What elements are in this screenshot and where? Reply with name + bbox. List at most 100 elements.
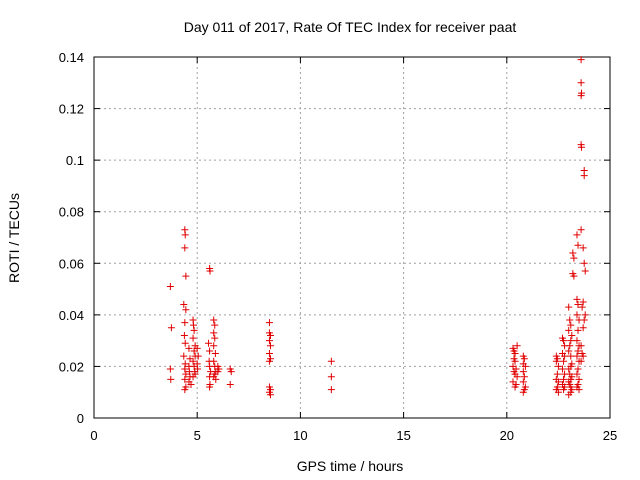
data-point [579,324,587,332]
x-axis-label: GPS time / hours [297,458,404,474]
x-tick-labels: 0 5 10 15 20 25 [90,428,617,443]
data-point [513,373,521,381]
data-point [190,326,198,334]
data-point [187,380,195,388]
data-point [266,342,274,350]
y-axis-label: ROTI / TECUs [6,193,22,283]
data-point [573,295,581,303]
data-point [206,267,214,275]
data-point [553,370,561,378]
data-point [552,357,560,365]
data-point [574,326,582,334]
data-point [189,321,197,329]
axis-ticks [93,56,611,419]
data-point [265,319,273,327]
data-point [211,321,219,329]
data-point [519,368,527,376]
data-point [575,386,583,394]
data-point [574,301,582,309]
data-point [567,321,575,329]
data-point [560,386,568,394]
y-tick-label: 0.14 [59,50,84,65]
data-point [181,365,189,373]
data-point [166,365,174,373]
y-tick-label: 0.08 [59,205,84,220]
data-point [577,56,585,64]
data-point [578,303,586,311]
data-point [205,339,213,347]
data-point [568,331,576,339]
data-point [181,375,189,383]
data-point [577,92,585,100]
plot-frame [93,56,611,419]
x-tick-label: 20 [500,428,514,443]
data-point [206,383,214,391]
data-point [554,388,562,396]
data-point [574,241,582,249]
data-point [554,362,562,370]
y-tick-label: 0.06 [59,256,84,271]
data-point [566,342,574,350]
data-point [577,357,585,365]
data-point [214,368,222,376]
data-point [265,350,273,358]
data-point [519,388,527,396]
data-point [227,368,235,376]
data-point [511,357,519,365]
data-point [573,352,581,360]
data-point [566,316,574,324]
data-point [567,337,575,345]
data-point [206,347,214,355]
data-point [211,350,219,358]
data-point [167,375,175,383]
data-point [577,79,585,87]
data-point [180,352,188,360]
data-point [185,344,193,352]
data-point [573,337,581,345]
data-point [579,244,587,252]
data-point [521,362,529,370]
data-point [565,365,573,373]
data-point [560,357,568,365]
data-point [565,391,573,399]
data-point [578,143,586,151]
data-point [266,391,274,399]
data-point [569,249,577,257]
data-point [327,386,335,394]
data-point [210,316,218,324]
data-point [211,334,219,342]
data-point [166,282,174,290]
data-point [573,370,581,378]
data-point [579,298,587,306]
x-tick-label: 25 [603,428,617,443]
data-point [182,306,190,314]
data-point [573,231,581,239]
data-point [511,383,519,391]
data-point [194,365,202,373]
data-point [520,373,528,381]
y-tick-labels: 0 0.02 0.04 0.06 0.08 0.1 0.12 0.14 [59,50,84,426]
data-point [181,231,189,239]
data-point [327,357,335,365]
data-point [579,352,587,360]
data-point [561,352,569,360]
data-point [577,342,585,350]
data-point [560,375,568,383]
data-point [193,344,201,352]
data-point [580,316,588,324]
data-point [581,267,589,275]
data-point [565,347,573,355]
data-point [181,339,189,347]
data-point [581,311,589,319]
y-tick-label: 0.12 [59,102,84,117]
data-point [327,373,335,381]
data-point [559,365,567,373]
data-point [265,337,273,345]
data-point [212,375,220,383]
chart-title: Day 011 of 2017, Rate Of TEC Index for r… [184,19,517,35]
data-point [511,350,519,358]
data-point [567,352,575,360]
y-tick-label: 0.02 [59,359,84,374]
data-point [194,352,202,360]
data-point [210,342,218,350]
